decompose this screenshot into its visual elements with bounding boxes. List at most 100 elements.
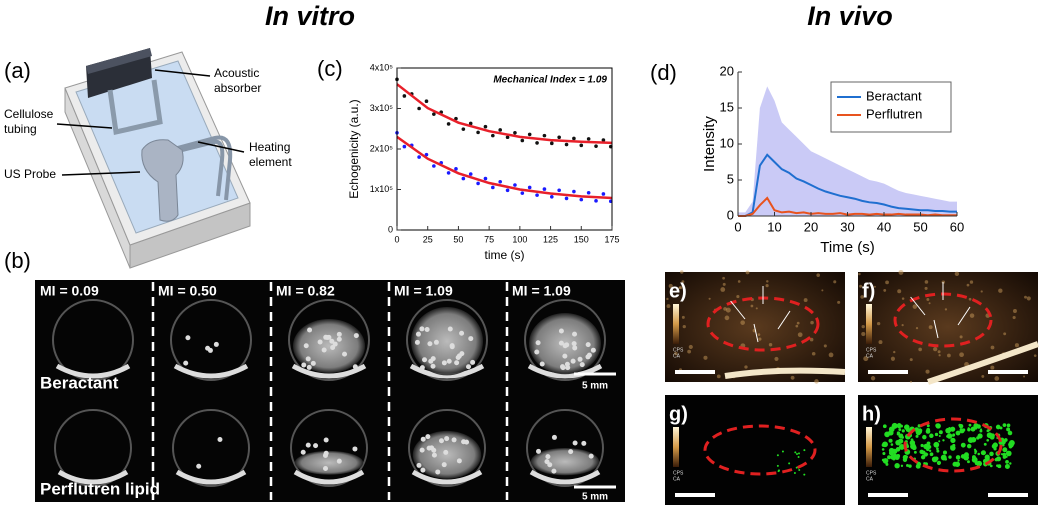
tissue-edge — [927, 341, 1040, 385]
point — [461, 127, 466, 131]
bubble — [585, 342, 591, 348]
contrast — [917, 461, 920, 465]
point — [601, 138, 606, 142]
contrast — [915, 434, 919, 438]
speckle — [774, 356, 779, 361]
contrast — [989, 451, 994, 457]
callout: tubing — [4, 122, 37, 136]
contrast — [958, 423, 964, 429]
bubble — [590, 347, 596, 353]
bubble — [536, 448, 542, 454]
contrast — [937, 462, 941, 466]
speckle — [924, 280, 929, 284]
bubbles — [294, 450, 364, 475]
speckle — [687, 349, 692, 354]
point — [417, 106, 421, 111]
point — [594, 144, 598, 148]
legend-label: Beractant — [866, 88, 922, 103]
bubble — [588, 453, 594, 459]
bubble — [435, 469, 441, 475]
contrast — [881, 443, 886, 447]
speckle — [744, 365, 748, 369]
contrast — [927, 444, 932, 450]
contrast — [986, 429, 990, 433]
point — [527, 132, 532, 137]
x-tick-label: 20 — [804, 219, 818, 234]
speckle — [918, 347, 922, 352]
bubbles — [530, 448, 600, 476]
bubble — [558, 328, 564, 334]
colorbar-label: CA — [673, 476, 681, 482]
speckle — [821, 289, 824, 292]
bubble — [427, 341, 433, 347]
speckle — [722, 276, 726, 280]
vessel-wall — [55, 363, 131, 379]
y-tick-label: 0 — [727, 207, 734, 222]
y-tick-label: 20 — [720, 63, 734, 78]
x-axis-label: Time (s) — [820, 239, 874, 256]
bubble — [428, 358, 434, 364]
row-label: Perflutren lipid — [40, 479, 160, 498]
callout: Heating — [249, 140, 290, 154]
contrast — [996, 464, 999, 467]
bubble — [425, 434, 431, 440]
speckle — [947, 353, 951, 358]
bubble — [466, 364, 472, 370]
speckle — [722, 282, 726, 286]
x-tick-label: 0 — [734, 219, 741, 234]
mi-label: MI = 0.09 — [40, 283, 99, 299]
contrast — [976, 424, 981, 429]
speckle — [736, 294, 740, 299]
contrast — [916, 428, 923, 435]
contrast — [1005, 450, 1012, 457]
tissue-edge — [724, 367, 846, 379]
contrast — [983, 442, 987, 446]
x-tick-label: 25 — [423, 234, 433, 244]
bubble — [414, 339, 420, 345]
speckle — [1014, 343, 1019, 348]
contrast — [1006, 423, 1011, 428]
legend-label: Perflutren — [866, 106, 922, 121]
contrast — [950, 445, 954, 449]
contrast — [989, 464, 993, 468]
point — [586, 137, 591, 141]
contrast — [915, 464, 921, 469]
speckle — [1024, 295, 1027, 299]
point — [454, 167, 458, 171]
bubble — [443, 449, 449, 455]
panel-label: g) — [669, 403, 688, 425]
speckle — [901, 324, 904, 327]
point — [424, 152, 429, 157]
vessel — [408, 409, 486, 487]
contrast — [938, 430, 943, 435]
bubble — [572, 345, 578, 351]
contrast — [936, 449, 940, 453]
vessel-wall — [411, 469, 483, 485]
speckle — [928, 325, 933, 330]
contrast — [913, 450, 917, 454]
speckle — [938, 354, 941, 357]
contrast — [952, 461, 958, 467]
point — [550, 141, 554, 146]
arrow — [933, 319, 939, 339]
x-tick-label: 50 — [453, 234, 463, 244]
speckle — [909, 380, 913, 383]
bubble — [419, 326, 425, 332]
bubble — [562, 343, 568, 349]
y-tick-label: 10 — [720, 135, 734, 150]
contrast — [797, 455, 800, 458]
bubble — [570, 358, 576, 364]
panel-label: (a) — [4, 58, 31, 83]
contrast — [968, 423, 972, 427]
contrast — [935, 423, 941, 429]
bubble — [551, 468, 557, 474]
speckle — [990, 345, 995, 350]
contrast — [967, 460, 970, 464]
setup-illustration — [56, 48, 251, 269]
x-tick-label: 30 — [840, 219, 854, 234]
bubble — [420, 467, 426, 473]
point — [432, 164, 436, 168]
bubble — [571, 341, 577, 347]
contrast — [959, 428, 962, 431]
colorbar — [866, 427, 872, 467]
